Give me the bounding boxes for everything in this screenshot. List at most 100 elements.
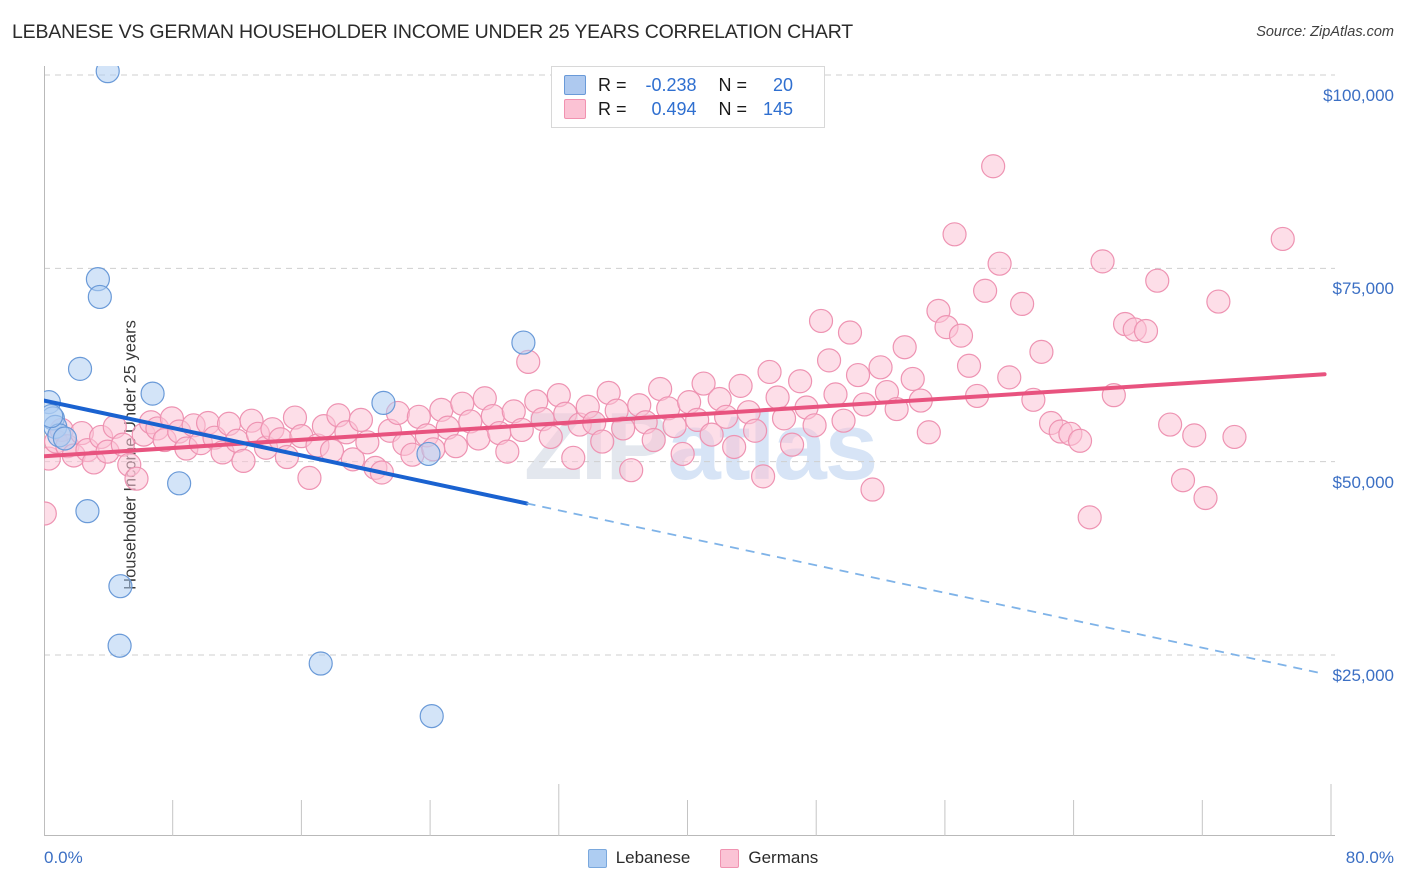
scatter-point[interactable] [981,154,1006,179]
scatter-point[interactable] [788,369,813,394]
scatter-point[interactable] [1206,289,1231,314]
scatter-point[interactable] [670,441,695,467]
scatter-point[interactable] [816,348,842,373]
scatter-point[interactable] [67,356,93,381]
scatter-point[interactable] [837,320,863,345]
scatter-point[interactable] [942,222,967,247]
scatter-point[interactable] [1222,424,1247,450]
stats-row-germans: R = 0.494 N = 145 [564,97,814,121]
scatter-point[interactable] [1145,268,1170,293]
legend-swatch-lebanese-icon [587,848,607,868]
scatter-point[interactable] [1133,318,1159,344]
scatter-point[interactable] [987,251,1012,276]
scatter-point[interactable] [44,403,64,429]
legend-label-germans: Germans [748,848,819,867]
n-value-germans: 145 [762,98,794,119]
scatter-point[interactable] [44,501,57,526]
scatter-point[interactable] [728,373,753,398]
lebanese-points-group [44,66,536,729]
scatter-point[interactable] [167,471,192,496]
scatter-point[interactable] [699,422,724,447]
r-label-lebanese: R = [598,74,627,95]
germans-trendline [44,372,1327,459]
scatter-point[interactable] [956,353,982,378]
scatter-point[interactable] [900,366,925,392]
scatter-point[interactable] [802,413,827,438]
scatter-point[interactable] [948,323,974,348]
lebanese-swatch-icon [564,75,586,95]
scatter-point[interactable] [52,426,78,451]
scatter-point[interactable] [1077,505,1102,530]
scatter-point[interactable] [297,465,322,491]
scatter-point[interactable] [495,439,520,464]
scatter-point[interactable] [845,362,871,388]
x-axis-max-label: 80.0% [1345,848,1394,867]
scatter-point[interactable] [868,355,893,380]
scatter-point[interactable] [619,458,644,483]
scatter-point[interactable] [124,466,149,491]
scatter-point[interactable] [348,407,374,433]
scatter-point[interactable] [823,382,848,407]
scatter-point[interactable] [538,424,563,450]
scatter-point[interactable] [691,371,716,396]
page-title: LEBANESE VS GERMAN HOUSEHOLDER INCOME UN… [12,21,853,43]
x-tick-marks-group [44,784,1332,836]
scatter-point[interactable] [611,416,636,441]
scatter-point[interactable] [765,385,790,410]
scatter-point[interactable] [808,308,834,334]
scatter-point[interactable] [831,408,856,433]
scatter-point[interactable] [751,464,776,489]
scatter-point[interactable] [1010,291,1035,317]
legend-item-germans[interactable]: Germans [720,848,818,868]
scatter-point[interactable] [140,381,165,406]
scatter-point[interactable] [722,434,747,460]
n-value-lebanese: 20 [773,74,794,95]
r-value-germans: 0.494 [651,98,697,119]
scatter-point[interactable] [108,574,133,599]
scatter-point[interactable] [509,417,534,443]
scatter-point[interactable] [419,703,444,729]
germans-points-group [44,154,1295,530]
scatter-point[interactable] [742,418,768,443]
scatter-point[interactable] [916,420,941,445]
scatter-point[interactable] [757,359,782,385]
scatter-point[interactable] [561,445,586,470]
scatter-point[interactable] [308,651,333,676]
scatter-point[interactable] [87,284,112,310]
scatter-point[interactable] [1270,226,1295,252]
scatter-point[interactable] [107,633,132,658]
plot-area [44,66,1335,836]
n-label-lebanese: N = [718,74,748,95]
scatter-point[interactable] [997,365,1022,390]
scatter-point[interactable] [371,390,396,415]
scatter-point[interactable] [443,434,468,459]
scatter-point[interactable] [1067,428,1093,453]
scatter-point[interactable] [1090,249,1115,274]
legend-item-lebanese[interactable]: Lebanese [587,848,691,868]
y-axis-tick-label: $50,000 [1332,472,1394,492]
scatter-point[interactable] [1170,468,1196,493]
scatter-point[interactable] [973,278,998,303]
scatter-point[interactable] [641,427,666,453]
r-label-germans: R = [598,98,627,119]
scatter-point[interactable] [1193,485,1218,511]
scatter-point[interactable] [860,477,885,502]
scatter-point[interactable] [1029,339,1054,364]
scatter-point[interactable] [95,66,120,84]
scatter-point[interactable] [1158,412,1183,437]
scatter-point[interactable] [779,432,805,457]
scatter-point[interactable] [714,404,739,429]
x-axis-min-label: 0.0% [44,848,83,867]
scatter-point[interactable] [892,335,917,360]
lebanese-trendline-dashed [526,502,1324,675]
scatter-point[interactable] [1182,423,1207,448]
series-legend: Lebanese Germans [0,848,1406,868]
scatter-point[interactable] [771,406,797,431]
scatter-point[interactable] [416,441,441,467]
scatter-point[interactable] [511,330,536,355]
scatter-point[interactable] [75,499,100,524]
legend-label-lebanese: Lebanese [615,848,691,867]
scatter-point[interactable] [590,429,615,454]
scatter-point[interactable] [231,448,256,473]
